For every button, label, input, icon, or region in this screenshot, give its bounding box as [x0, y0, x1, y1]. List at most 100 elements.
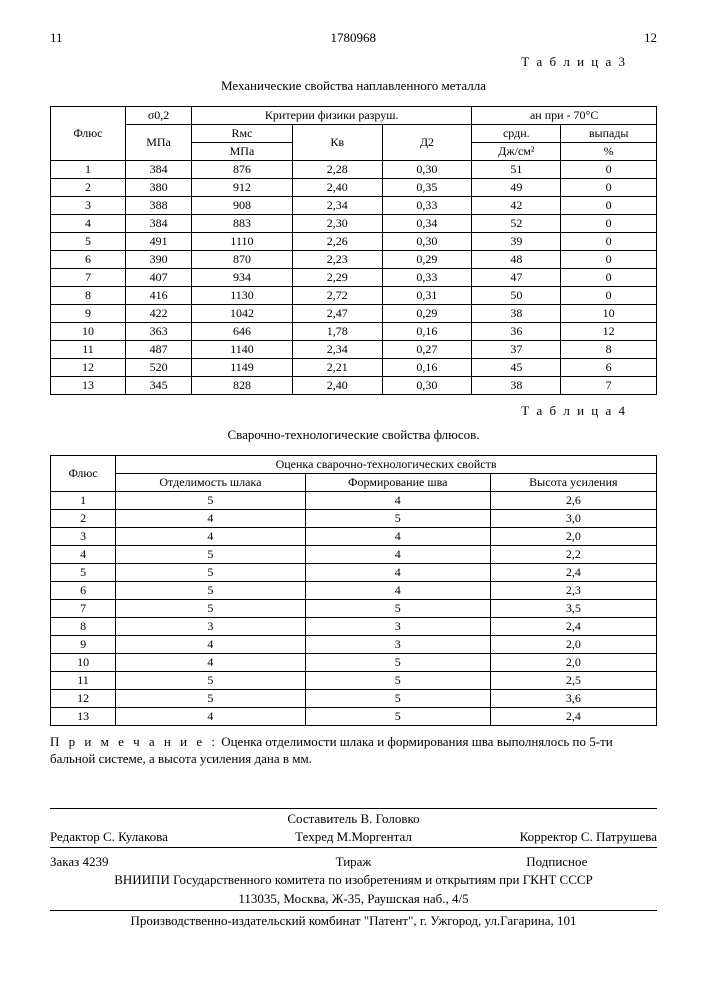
table-cell: 0,29: [382, 305, 472, 323]
t3-col-an: ан при - 70°С: [472, 107, 657, 125]
separator: [50, 847, 657, 848]
corrector: Корректор С. Патрушева: [457, 829, 657, 845]
table-cell: 5: [305, 510, 490, 528]
table-cell: 9: [51, 305, 126, 323]
doc-number: 1780968: [63, 30, 644, 46]
table-row: 841611302,720,31500: [51, 287, 657, 305]
table-cell: 0,30: [382, 233, 472, 251]
table-row: 11552,5: [51, 672, 657, 690]
table-cell: 39: [472, 233, 561, 251]
table-cell: 3: [305, 618, 490, 636]
table-cell: 2,0: [490, 654, 656, 672]
page-right: 12: [644, 30, 657, 46]
table-cell: 0,35: [382, 179, 472, 197]
table4-label: Т а б л и ц а 4: [50, 403, 627, 419]
table-cell: 42: [472, 197, 561, 215]
table-row: 13452,4: [51, 708, 657, 726]
table-cell: 520: [125, 359, 191, 377]
page-left: 11: [50, 30, 63, 46]
table-cell: 11: [51, 672, 116, 690]
table-cell: 5: [116, 600, 306, 618]
t4-col-form: Формирование шва: [305, 474, 490, 492]
t4-col-otd: Отделимость шлака: [116, 474, 306, 492]
table-cell: 4: [116, 636, 306, 654]
table-cell: 0: [561, 179, 657, 197]
table-cell: 1,78: [292, 323, 382, 341]
table-row: 13848762,280,30510: [51, 161, 657, 179]
org1: ВНИИПИ Государственного комитета по изоб…: [50, 872, 657, 889]
table-cell: 388: [125, 197, 191, 215]
table-cell: 3: [51, 197, 126, 215]
table-cell: 4: [51, 546, 116, 564]
t3-unit-mpa1: МПа: [125, 125, 191, 161]
table-cell: 384: [125, 215, 191, 233]
table-cell: 6: [561, 359, 657, 377]
table-cell: 50: [472, 287, 561, 305]
table-cell: 1149: [192, 359, 293, 377]
table-cell: 0,30: [382, 377, 472, 395]
tirazh: Тираж: [250, 854, 456, 870]
table-cell: 5: [305, 708, 490, 726]
table-cell: 7: [51, 600, 116, 618]
table-cell: 4: [116, 528, 306, 546]
table-cell: 5: [116, 582, 306, 600]
table-row: 43848832,300,34520: [51, 215, 657, 233]
table-cell: 3: [51, 528, 116, 546]
table-cell: 2,0: [490, 636, 656, 654]
table-cell: 4: [305, 528, 490, 546]
table-cell: 4: [116, 708, 306, 726]
table-row: 549111102,260,30390: [51, 233, 657, 251]
t4-col-flux: Флюс: [51, 456, 116, 492]
table-cell: 3: [116, 618, 306, 636]
table-cell: 12: [51, 690, 116, 708]
table-cell: 4: [116, 654, 306, 672]
table-row: 12553,6: [51, 690, 657, 708]
table-cell: 12: [561, 323, 657, 341]
table-cell: 5: [305, 690, 490, 708]
t3-col-vypady: выпады: [561, 125, 657, 143]
table-cell: 1130: [192, 287, 293, 305]
table-cell: 2,4: [490, 564, 656, 582]
table-cell: 5: [116, 564, 306, 582]
table-cell: 38: [472, 305, 561, 323]
table-cell: 1110: [192, 233, 293, 251]
table-cell: 0: [561, 161, 657, 179]
table-cell: 407: [125, 269, 191, 287]
table-cell: 0: [561, 251, 657, 269]
table-cell: 2,30: [292, 215, 382, 233]
table-cell: 2,40: [292, 377, 382, 395]
table-cell: 2: [51, 510, 116, 528]
table-cell: 3,6: [490, 690, 656, 708]
blank: [475, 811, 657, 827]
page-header: 11 1780968 12: [50, 30, 657, 46]
table-cell: 0,31: [382, 287, 472, 305]
table-cell: 2,3: [490, 582, 656, 600]
table-cell: 7: [561, 377, 657, 395]
table-cell: 934: [192, 269, 293, 287]
table-cell: 5: [116, 492, 306, 510]
table-cell: 912: [192, 179, 293, 197]
t3-col-crit: Критерии физики разруш.: [192, 107, 472, 125]
table-row: 942210422,470,293810: [51, 305, 657, 323]
table-cell: 48: [472, 251, 561, 269]
table-cell: 422: [125, 305, 191, 323]
table-cell: 49: [472, 179, 561, 197]
table-cell: 2: [51, 179, 126, 197]
table-row: 2453,0: [51, 510, 657, 528]
table-cell: 0,34: [382, 215, 472, 233]
table-cell: 36: [472, 323, 561, 341]
table-cell: 0: [561, 287, 657, 305]
t3-col-d2: Д2: [382, 125, 472, 161]
table-cell: 2,34: [292, 341, 382, 359]
table-cell: 380: [125, 179, 191, 197]
table-cell: 491: [125, 233, 191, 251]
table-cell: 390: [125, 251, 191, 269]
table-cell: 2,40: [292, 179, 382, 197]
table-cell: 38: [472, 377, 561, 395]
table-cell: 2,34: [292, 197, 382, 215]
table-cell: 5: [116, 672, 306, 690]
table-cell: 4: [116, 510, 306, 528]
table-cell: 0,33: [382, 269, 472, 287]
table-cell: 1042: [192, 305, 293, 323]
table-cell: 7: [51, 269, 126, 287]
